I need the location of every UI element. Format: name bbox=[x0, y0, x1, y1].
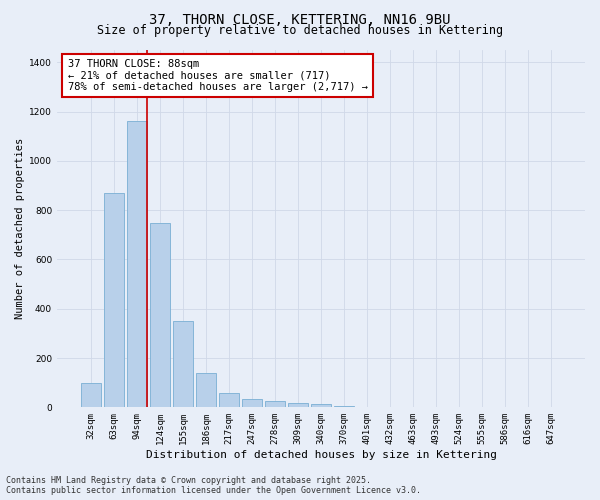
Bar bbox=[104, 193, 124, 408]
Bar bbox=[150, 222, 170, 408]
Text: 37, THORN CLOSE, KETTERING, NN16 9BU: 37, THORN CLOSE, KETTERING, NN16 9BU bbox=[149, 12, 451, 26]
X-axis label: Distribution of detached houses by size in Kettering: Distribution of detached houses by size … bbox=[146, 450, 497, 460]
Bar bbox=[334, 406, 354, 407]
Text: Contains HM Land Registry data © Crown copyright and database right 2025.
Contai: Contains HM Land Registry data © Crown c… bbox=[6, 476, 421, 495]
Y-axis label: Number of detached properties: Number of detached properties bbox=[15, 138, 25, 320]
Bar bbox=[311, 404, 331, 407]
Bar bbox=[219, 392, 239, 407]
Bar bbox=[173, 321, 193, 408]
Bar bbox=[196, 373, 215, 408]
Text: 37 THORN CLOSE: 88sqm
← 21% of detached houses are smaller (717)
78% of semi-det: 37 THORN CLOSE: 88sqm ← 21% of detached … bbox=[68, 59, 368, 92]
Bar bbox=[127, 122, 146, 408]
Bar bbox=[81, 382, 101, 407]
Bar bbox=[242, 398, 262, 407]
Text: Size of property relative to detached houses in Kettering: Size of property relative to detached ho… bbox=[97, 24, 503, 37]
Bar bbox=[265, 401, 285, 407]
Bar bbox=[288, 403, 308, 407]
